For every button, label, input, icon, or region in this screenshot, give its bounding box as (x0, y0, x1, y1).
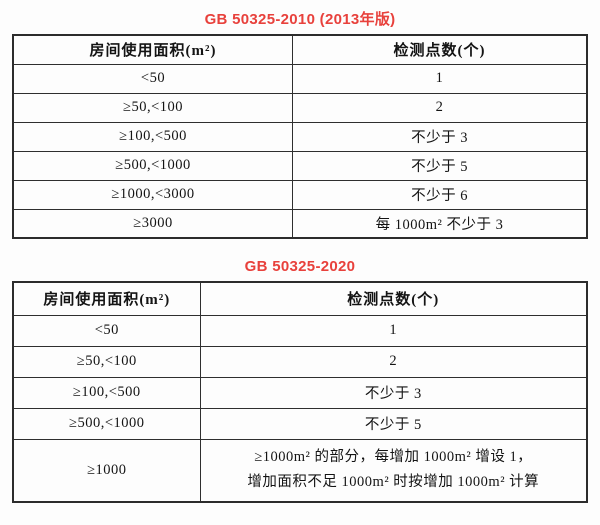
detection-points-table-2020: 房间使用面积(m²) 检测点数(个) <50 1 ≥50,<100 2 ≥100,<500 不… (12, 281, 588, 503)
header-cell: 检测点数(个) (292, 34, 588, 65)
table-row: <50 1 (12, 63, 588, 94)
points-cell: 1 (292, 63, 588, 94)
table-title-2020: GB 50325-2020 (244, 258, 356, 275)
table-row: ≥500,<1000 不少于 5 (12, 150, 588, 181)
table-section-2020: GB 50325-2020 房间使用面积(m²) 检测点数(个) <50 1 ≥50,<… (12, 239, 588, 503)
area-cell: <50 (12, 63, 294, 94)
table-header-row: 房间使用面积(m²) 检测点数(个) (12, 34, 588, 65)
table-row: ≥1000 ≥1000m² 的部分，每增加 1000m² 增设 1， 增加面积不足… (12, 438, 588, 503)
area-cell: ≥500,<1000 (12, 407, 201, 440)
points-cell: 2 (199, 345, 588, 378)
table-row: ≥3000 每 1000m² 不少于 3 (12, 208, 588, 239)
area-cell: ≥100,<500 (12, 376, 201, 409)
points-cell: 不少于 6 (292, 179, 588, 210)
header-cell: 检测点数(个) (199, 281, 588, 316)
table-row: <50 1 (12, 314, 588, 347)
points-cell: 不少于 5 (292, 150, 588, 181)
area-cell: <50 (12, 314, 201, 347)
points-cell: 不少于 3 (199, 376, 588, 409)
detection-points-table-2010: 房间使用面积(m²) 检测点数(个) <50 1 ≥50,<100 2 ≥100,<500 不… (12, 34, 588, 239)
points-cell: 每 1000m² 不少于 3 (292, 208, 588, 239)
area-cell: ≥3000 (12, 208, 294, 239)
table-row: ≥50,<100 2 (12, 345, 588, 378)
table-title-2010: GB 50325-2010 (2013年版) (204, 11, 396, 28)
points-cell: 不少于 3 (292, 121, 588, 152)
points-cell: ≥1000m² 的部分，每增加 1000m² 增设 1， 增加面积不足 1000… (199, 438, 588, 503)
area-cell: ≥50,<100 (12, 345, 201, 378)
table-header-row: 房间使用面积(m²) 检测点数(个) (12, 281, 588, 316)
points-cell: 1 (199, 314, 588, 347)
table-row: ≥1000,<3000 不少于 6 (12, 179, 588, 210)
table-row: ≥50,<100 2 (12, 92, 588, 123)
header-cell: 房间使用面积(m²) (12, 34, 294, 65)
area-cell: ≥50,<100 (12, 92, 294, 123)
area-cell: ≥500,<1000 (12, 150, 294, 181)
area-cell: ≥1000,<3000 (12, 179, 294, 210)
table-section-2010: GB 50325-2010 (2013年版) 房间使用面积(m²) 检测点数(个)… (12, 0, 588, 239)
header-cell: 房间使用面积(m²) (12, 281, 201, 316)
table-row: ≥500,<1000 不少于 5 (12, 407, 588, 440)
table-row: ≥100,<500 不少于 3 (12, 376, 588, 409)
table-row: ≥100,<500 不少于 3 (12, 121, 588, 152)
points-cell: 2 (292, 92, 588, 123)
points-cell: 不少于 5 (199, 407, 588, 440)
area-cell: ≥1000 (12, 438, 201, 503)
area-cell: ≥100,<500 (12, 121, 294, 152)
